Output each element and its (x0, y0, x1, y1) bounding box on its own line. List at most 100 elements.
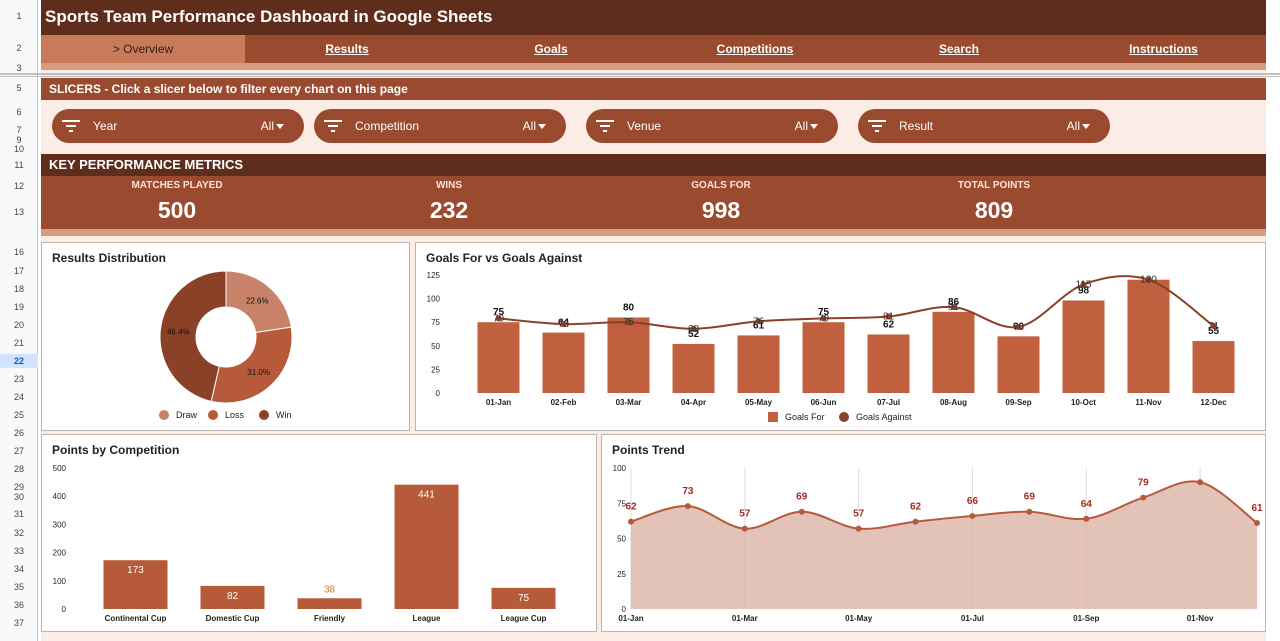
points-trend-line (630, 480, 1258, 530)
row-number[interactable]: 26 (13, 428, 24, 438)
row-number[interactable]: 13 (13, 207, 24, 217)
points-trend-data-label: 73 (682, 486, 694, 497)
row-number[interactable]: 31 (13, 509, 24, 519)
kpi-wins-value: 232 (429, 197, 469, 223)
row-number[interactable]: 25 (13, 410, 24, 420)
points-trend-point (1254, 519, 1260, 526)
y-tick-label: 0 (62, 605, 67, 614)
slicer-result-value: All (1066, 119, 1080, 133)
points-trend-data-label: 62 (910, 502, 922, 513)
goals-against-data-label: 70 (1013, 322, 1025, 333)
slicer-year-label: Year (93, 119, 118, 133)
points-by-competition-title: Points by Competition (52, 443, 180, 457)
competition-bar (491, 587, 556, 609)
row-number[interactable]: 37 (13, 618, 24, 628)
tab-overview[interactable]: > Overview (41, 35, 245, 63)
row-number[interactable]: 12 (13, 181, 24, 191)
y-tick-label: 25 (617, 570, 626, 579)
row-number[interactable]: 36 (13, 600, 24, 610)
points-trend-data-label: 66 (967, 496, 979, 507)
slicer-competition[interactable]: Competition All (314, 109, 566, 143)
x-tick-label: 01-Jul (961, 614, 984, 623)
row-number[interactable]: 19 (13, 302, 24, 312)
row-number[interactable]: 11 (14, 160, 24, 170)
goals-against-point (1080, 281, 1087, 288)
kpi-points-value: 809 (974, 197, 1014, 223)
x-tick-label: 01-Jan (618, 614, 643, 623)
goals-for-data-label: 75 (493, 307, 505, 318)
row-number[interactable]: 27 (13, 446, 24, 456)
tab-competitions[interactable]: Competitions (716, 42, 794, 56)
legend-marker-win (259, 410, 269, 420)
slicer-year[interactable]: Year All (52, 109, 304, 143)
legend-marker-goals-against (839, 412, 849, 422)
x-tick-label: 10-Oct (1071, 398, 1096, 407)
row-number[interactable]: 18 (13, 284, 24, 294)
goals-against-line (498, 275, 1215, 330)
results-distribution-chart: 22.6% 31.0% 46.4% Draw Loss Win (159, 270, 293, 420)
row-number[interactable]: 5 (16, 83, 22, 93)
row-number[interactable]: 7 (16, 125, 22, 135)
goals-chart-title: Goals For vs Goals Against (426, 251, 583, 265)
goals-against-point (755, 318, 762, 325)
legend-label-win: Win (276, 410, 292, 420)
filter-icon (324, 120, 342, 132)
y-tick-label: 125 (427, 271, 441, 280)
row-number[interactable]: 21 (13, 338, 24, 348)
y-tick-label: 25 (431, 365, 440, 374)
row-number[interactable]: 20 (13, 320, 24, 330)
row-number[interactable]: 9 (16, 135, 22, 145)
points-trend-point (1083, 515, 1090, 522)
row-number[interactable]: 30 (13, 492, 24, 502)
row-number[interactable]: 16 (13, 247, 24, 257)
tab-results[interactable]: Results (325, 42, 369, 56)
slicers-header: SLICERS - Click a slicer below to filter… (41, 78, 1266, 100)
slicer-competition-label: Competition (355, 119, 420, 133)
row-number[interactable]: 6 (16, 107, 22, 117)
row-number[interactable]: 10 (13, 144, 24, 154)
goals-for-data-label: 61 (753, 320, 765, 331)
row-number[interactable]: 34 (13, 564, 24, 574)
goals-against-data-label: 120 (1140, 275, 1157, 286)
points-trend-data-label: 61 (1251, 503, 1263, 514)
row-number[interactable]: 17 (13, 266, 24, 276)
kpi-points: TOTAL POINTS 809 (874, 176, 1114, 224)
row-number[interactable]: 24 (13, 392, 24, 402)
legend-label-goals-against: Goals Against (856, 412, 912, 422)
tab-goals[interactable]: Goals (534, 42, 568, 56)
slicer-venue[interactable]: Venue All (586, 109, 838, 143)
x-tick-label: 04-Apr (681, 398, 706, 407)
x-tick-label: League Cup (501, 614, 547, 623)
goals-for-bar (867, 334, 910, 393)
x-tick-label: 08-Aug (940, 398, 967, 407)
points-trend-card: Points Trend 0 25 50 75 100 01-Jan 01-Mar 01-Ma… (601, 434, 1266, 632)
tab-instructions[interactable]: Instructions (1129, 42, 1198, 56)
row-number[interactable]: 23 (13, 374, 24, 384)
row-number[interactable]: 28 (13, 464, 24, 474)
goals-chart-card: Goals For vs Goals Against 0 25 50 75 100 125… (415, 242, 1266, 431)
row-number[interactable]: 22 (0, 354, 38, 368)
goals-against-data-label: 79 (818, 313, 830, 324)
points-trend-point (628, 518, 634, 525)
x-tick-label: 03-Mar (616, 398, 642, 407)
row-number[interactable]: 2 (16, 43, 22, 53)
row-number[interactable]: 1 (16, 11, 22, 21)
slicer-year-value: All (260, 119, 274, 133)
row-number[interactable]: 3 (16, 63, 22, 73)
row-number[interactable]: 33 (13, 546, 24, 556)
row-number[interactable]: 35 (13, 582, 24, 592)
tab-search[interactable]: Search (938, 42, 980, 56)
goals-against-data-label: 76 (753, 316, 765, 327)
row-number[interactable]: 29 (13, 482, 24, 492)
goals-for-bar (997, 336, 1040, 393)
donut-slice-loss (210, 326, 293, 404)
competition-data-label: 82 (227, 591, 239, 602)
x-tick-label: 01-May (845, 614, 873, 623)
slicer-result[interactable]: Result All (858, 109, 1110, 143)
legend-label-goals-for: Goals For (785, 412, 825, 422)
y-tick-label: 100 (427, 295, 441, 304)
kpi-header: KEY PERFORMANCE METRICS (41, 154, 1266, 176)
row-number[interactable]: 32 (13, 528, 24, 538)
donut-slice-win (159, 270, 227, 402)
y-tick-label: 0 (622, 605, 627, 614)
